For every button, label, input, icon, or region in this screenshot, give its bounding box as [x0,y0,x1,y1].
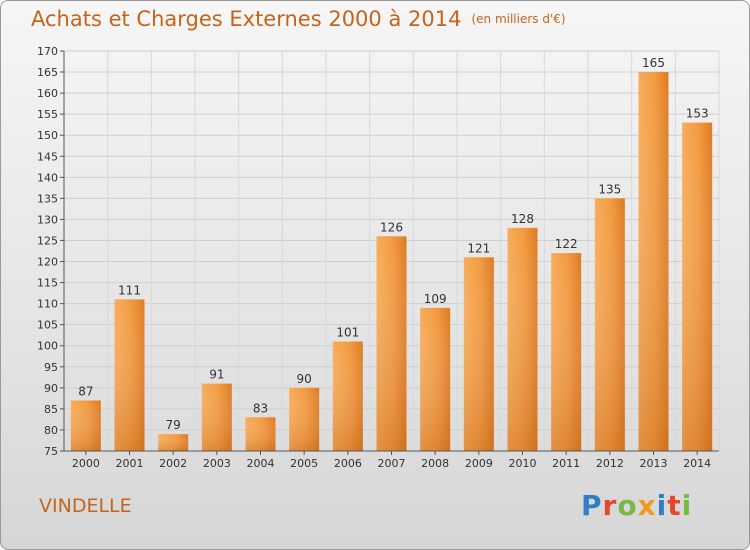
axes: 75 80 85 90 95 100 105 110 115 120 125 130 135 140 145… [37,45,719,470]
x-tick-label: 2002 [159,457,187,470]
x-tick-label: 2012 [596,457,624,470]
y-tick-label: 140 [37,171,58,184]
y-tick-label: 90 [44,382,58,395]
data-label: 165 [642,56,665,70]
y-tick-label: 100 [37,340,58,353]
logo-letter: i [681,489,693,522]
data-label: 122 [555,237,578,251]
bar-shade [245,417,276,451]
bar-shade [289,387,320,451]
bar-shade [376,236,407,451]
y-tick-label: 115 [37,277,58,290]
logo-letter: P [581,489,603,522]
x-tick-label: 2007 [378,457,406,470]
y-tick-label: 150 [37,129,58,142]
x-tick-label: 2005 [290,457,318,470]
data-label: 87 [78,384,93,398]
logo-letter: x [637,489,657,522]
bar-shade [682,122,713,451]
y-tick-label: 95 [44,361,58,374]
data-label: 135 [598,182,621,196]
x-tick-label: 2013 [640,457,668,470]
logo-letter: o [617,489,638,522]
bar-shade [201,383,232,451]
bar-shade [114,299,145,451]
data-label: 79 [166,418,181,432]
y-tick-label: 105 [37,319,58,332]
bar-shade [638,72,669,451]
x-tick-label: 2001 [116,457,144,470]
y-tick-label: 75 [44,445,58,458]
x-tick-label: 2014 [683,457,711,470]
proxiti-logo[interactable]: Proxiti [581,489,692,522]
y-tick-label: 110 [37,298,58,311]
x-tick-label: 2008 [421,457,449,470]
y-tick-label: 165 [37,66,58,79]
data-label: 101 [336,326,359,340]
y-tick-label: 160 [37,87,58,100]
x-tick-label: 2003 [203,457,231,470]
x-tick-label: 2006 [334,457,362,470]
y-tick-label: 85 [44,403,58,416]
bar-shade [70,400,101,451]
bar-shade [594,198,625,451]
logo-letter: i [656,489,668,522]
bar-shade [463,257,494,451]
data-label: 109 [424,292,447,306]
y-tick-label: 120 [37,256,58,269]
x-tick-label: 2000 [72,457,100,470]
logo-letter: r [602,489,618,522]
y-tick-label: 145 [37,150,58,163]
data-label: 91 [209,368,224,382]
y-tick-label: 130 [37,213,58,226]
x-tick-label: 2011 [552,457,580,470]
x-tick-label: 2009 [465,457,493,470]
chart-title: Achats et Charges Externes 2000 à 2014 (e… [31,7,566,31]
bar-shade [551,253,582,451]
y-tick-label: 170 [37,45,58,58]
data-label: 90 [297,372,312,386]
chart-subtitle: (en milliers d'€) [471,12,566,26]
bar-shade [332,341,363,451]
data-label: 128 [511,212,534,226]
city-name: VINDELLE [39,495,132,517]
y-tick-label: 155 [37,108,58,121]
data-label: 121 [467,241,490,255]
bars: 87 111 79 91 83 90 101 126 109 121 128 122 135 165 153 [70,56,713,451]
data-label: 83 [253,401,268,415]
x-tick-label: 2004 [247,457,275,470]
chart-title-text: Achats et Charges Externes 2000 à 2014 [31,7,462,31]
data-label: 126 [380,220,403,234]
x-tick-label: 2010 [509,457,537,470]
bar-shade [507,227,538,451]
y-tick-label: 135 [37,192,58,205]
logo-letter: t [667,489,682,522]
y-tick-label: 80 [44,424,58,437]
data-label: 153 [686,107,709,121]
data-label: 111 [118,283,141,297]
bar-shade [420,307,451,451]
bar-shade [158,434,189,451]
y-tick-label: 125 [37,234,58,247]
